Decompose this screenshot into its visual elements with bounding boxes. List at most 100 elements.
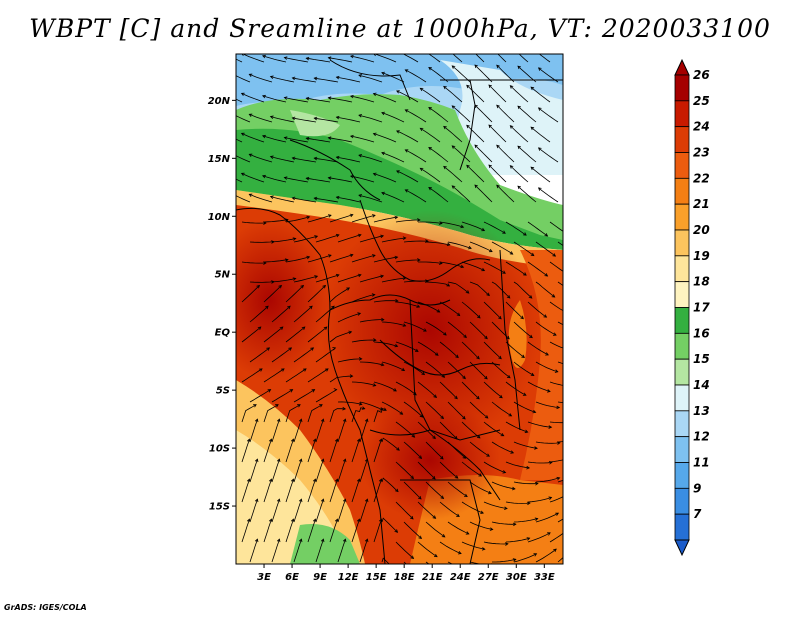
streamline-segment	[396, 130, 419, 143]
streamline-segment	[447, 281, 470, 294]
streamline-arrow	[313, 76, 318, 81]
streamline-arrow	[567, 233, 570, 236]
streamline-arrow	[248, 73, 253, 77]
streamline-segment	[373, 519, 382, 543]
streamline-arrow	[394, 255, 399, 260]
streamline-segment	[557, 479, 563, 483]
streamline-arrow	[509, 251, 514, 255]
streamline-segment	[538, 147, 559, 163]
colorbar-label: 13	[693, 404, 710, 418]
streamline-arrow	[261, 54, 266, 59]
streamline-segment	[505, 261, 527, 276]
colorbar-swatch	[674, 281, 690, 308]
streamline-arrow	[417, 258, 421, 262]
streamline-arrow	[298, 498, 303, 503]
streamline-segment	[451, 65, 471, 83]
streamline-arrow	[306, 255, 311, 260]
streamline-segment	[329, 408, 346, 423]
streamline-arrow	[394, 488, 399, 493]
streamline-segment	[337, 539, 346, 563]
streamline-segment	[488, 164, 507, 183]
streamline-arrow	[432, 515, 437, 519]
streamline-segment	[395, 219, 420, 223]
streamline-arrow	[454, 475, 459, 479]
streamline-segment	[402, 54, 419, 63]
streamline-arrow	[298, 538, 303, 543]
colorbar-label: 18	[693, 275, 710, 289]
streamline-arrow	[480, 510, 484, 514]
streamline-arrow	[221, 131, 224, 134]
streamline-arrow	[311, 389, 316, 393]
streamline-arrow	[517, 145, 521, 150]
streamline-arrow	[356, 518, 361, 523]
streamline-segment	[451, 145, 471, 163]
streamline-segment	[527, 461, 552, 464]
streamline-arrow	[261, 94, 266, 99]
streamline-segment	[358, 114, 383, 123]
streamline-arrow	[548, 496, 553, 500]
streamline-arrow	[291, 76, 296, 81]
streamline-segment	[469, 521, 493, 530]
streamline-segment	[417, 421, 436, 439]
streamline-arrow	[530, 166, 535, 171]
streamline-segment	[329, 439, 338, 463]
streamline-segment	[461, 341, 480, 360]
streamline-arrow	[468, 568, 471, 571]
streamline-segment	[350, 175, 375, 183]
streamline-arrow	[396, 170, 400, 174]
streamline-arrow	[287, 305, 291, 310]
streamline-segment	[263, 404, 279, 423]
streamline-arrow	[555, 512, 560, 516]
streamline-segment	[517, 65, 537, 83]
streamline-segment	[292, 157, 317, 163]
streamline-segment	[474, 184, 493, 203]
streamline-segment	[527, 381, 551, 392]
colorbar-bottom-arrow	[674, 539, 690, 557]
streamline-segment	[249, 305, 269, 323]
streamline-arrow	[481, 547, 486, 551]
streamline-segment	[271, 459, 280, 483]
streamline-arrow	[358, 402, 363, 406]
streamline-segment	[461, 381, 480, 400]
streamline-arrow	[349, 253, 354, 258]
colorbar-label: 16	[693, 326, 710, 340]
streamline-segment	[336, 196, 361, 203]
streamline-segment	[405, 149, 427, 163]
streamline-segment	[270, 116, 295, 123]
streamline-arrow	[254, 458, 259, 463]
streamline-segment	[285, 285, 304, 303]
streamline-arrow	[246, 438, 251, 443]
streamline-arrow	[284, 218, 289, 222]
streamline-arrow	[462, 375, 466, 380]
streamline-arrow	[545, 352, 549, 356]
streamline-segment	[307, 439, 316, 463]
colorbar-label: 20	[693, 223, 710, 237]
colorbar-swatch	[674, 513, 690, 541]
streamline-segment	[351, 214, 376, 223]
streamline-arrow	[500, 432, 505, 437]
streamline-arrow	[409, 515, 414, 520]
streamline-arrow	[342, 418, 347, 423]
streamline-segment	[428, 54, 441, 63]
streamline-segment	[483, 261, 506, 274]
streamline-segment	[337, 312, 361, 323]
streamline-segment	[284, 137, 309, 143]
streamline-segment	[284, 57, 309, 63]
streamline-arrow	[335, 273, 340, 278]
streamline-segment	[491, 361, 511, 379]
streamline-segment	[439, 221, 464, 228]
streamline-arrow	[380, 317, 385, 322]
streamline-arrow	[279, 326, 284, 330]
streamline-segment	[417, 381, 437, 398]
streamline-segment	[483, 341, 502, 359]
streamline-arrow	[334, 478, 339, 483]
streamline-arrow	[417, 495, 422, 500]
colorbar-label: 15	[693, 352, 710, 366]
lon-label: 9E	[313, 572, 327, 583]
streamline-arrow	[579, 437, 582, 440]
streamline-arrow	[292, 237, 297, 241]
streamline-segment	[307, 285, 326, 303]
streamline-arrow	[335, 233, 340, 238]
streamline-arrow	[301, 326, 306, 330]
streamline-arrow	[323, 326, 328, 330]
